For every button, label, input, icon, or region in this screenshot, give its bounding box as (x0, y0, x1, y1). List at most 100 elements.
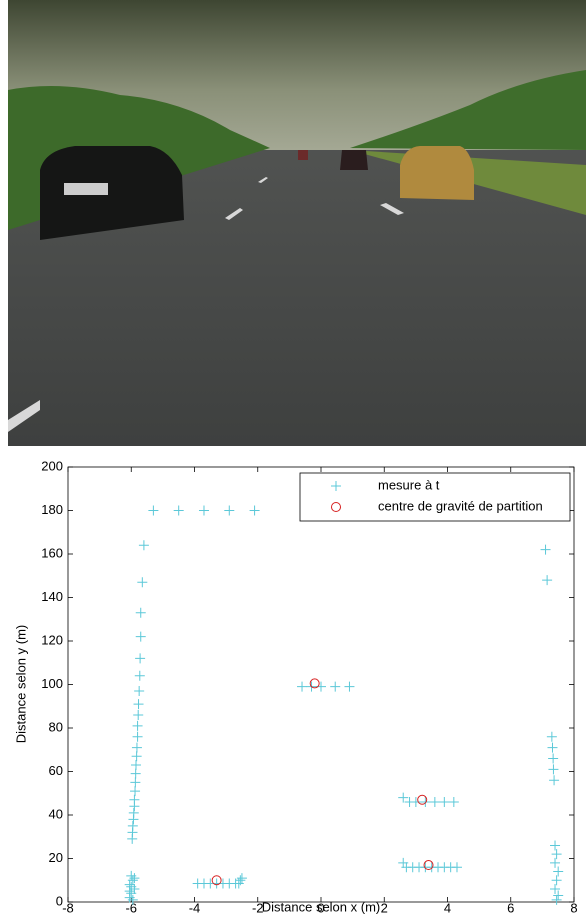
measure-point (551, 875, 562, 886)
measure-point (410, 796, 421, 807)
series (211, 678, 434, 886)
trees-right (350, 70, 586, 150)
car-right (400, 146, 474, 200)
x-axis-label: Distance selon x (m) (262, 899, 380, 914)
centroid-point (417, 794, 428, 805)
measure-point (198, 505, 209, 516)
measure-point (550, 883, 561, 894)
measure-point (550, 840, 561, 851)
car-far (340, 150, 368, 170)
measure-point (124, 886, 135, 897)
y-tick-label: 20 (49, 850, 63, 865)
measure-point (548, 764, 559, 775)
measure-point (550, 857, 561, 868)
measure-point (439, 796, 450, 807)
measure-point (546, 731, 557, 742)
y-tick-label: 60 (49, 763, 63, 778)
measure-point (138, 540, 149, 551)
measure-point (551, 849, 562, 860)
measure-point (137, 577, 148, 588)
measure-point (132, 731, 143, 742)
measure-point (126, 881, 137, 892)
measure-point (249, 505, 260, 516)
y-tick-label: 200 (41, 458, 63, 473)
y-tick-label: 80 (49, 719, 63, 734)
measure-point (135, 631, 146, 642)
y-axis-label: Distance selon y (m) (13, 625, 28, 743)
measure-point (127, 894, 138, 905)
y-tick-label: 180 (41, 502, 63, 517)
legend-box (299, 472, 571, 522)
x-tick-label: 6 (507, 900, 514, 915)
y-tick-label: 0 (56, 893, 63, 908)
car-left (40, 146, 184, 240)
measure-point (398, 792, 409, 803)
legend-marker (331, 502, 341, 512)
measure-point (553, 890, 564, 901)
x-tick-label: 2 (381, 900, 388, 915)
y-tick-label: 40 (49, 806, 63, 821)
measure-point (131, 751, 142, 762)
measure-point (173, 505, 184, 516)
measure-point (429, 796, 440, 807)
x-tick-label: -8 (62, 900, 74, 915)
x-tick-label: 0 (317, 900, 324, 915)
measure-point (134, 670, 145, 681)
measure-point (148, 505, 159, 516)
measure-point (344, 681, 355, 692)
measure-point (135, 607, 146, 618)
measure-point (134, 686, 145, 697)
measure-point (548, 753, 559, 764)
measure-point (130, 786, 141, 797)
y-tick-label: 120 (41, 632, 63, 647)
measure-point (542, 575, 553, 586)
measure-point (236, 873, 247, 884)
measure-point (128, 814, 139, 825)
x-tick-label: -2 (252, 900, 264, 915)
y-tick-label: 160 (41, 545, 63, 560)
measure-point (330, 681, 341, 692)
x-tick-label: 8 (570, 900, 577, 915)
measure-point (235, 875, 246, 886)
centroid-point (211, 875, 222, 886)
y-tick-label: 140 (41, 589, 63, 604)
legend-marker (331, 481, 341, 491)
x-tick-label: -4 (189, 900, 201, 915)
centroid-point (309, 678, 320, 689)
x-tick-label: -6 (125, 900, 137, 915)
measure-point (540, 544, 551, 555)
legend-label: centre de gravité de partition (378, 498, 543, 513)
x-tick-label: 4 (444, 900, 451, 915)
measure-point (129, 873, 140, 884)
centroid-point (423, 860, 434, 871)
measure-point (129, 801, 140, 812)
measure-point (549, 775, 560, 786)
car-distant (298, 150, 308, 160)
plot: Distance selon x (m) Distance selon y (m… (13, 466, 575, 914)
measure-point (297, 681, 308, 692)
measure-point (131, 742, 142, 753)
measure-point (553, 866, 564, 877)
measure-point (130, 777, 141, 788)
measure-point (448, 796, 459, 807)
measure-point (551, 894, 562, 905)
plate (64, 183, 108, 195)
measure-point (451, 862, 462, 873)
legend: mesure à t centre de gravité de partition (299, 472, 571, 522)
measure-point (133, 709, 144, 720)
measure-point (130, 759, 141, 770)
measure-point (224, 505, 235, 516)
y-tick-label: 100 (41, 676, 63, 691)
measure-point (133, 699, 144, 710)
measure-point (135, 653, 146, 664)
legend-label: mesure à t (378, 477, 440, 492)
measure-point (130, 768, 141, 779)
road-scene (8, 0, 586, 446)
measure-point (547, 742, 558, 753)
measure-point (132, 720, 143, 731)
measure-point (420, 796, 431, 807)
measure-point (127, 833, 138, 844)
series (124, 505, 564, 905)
